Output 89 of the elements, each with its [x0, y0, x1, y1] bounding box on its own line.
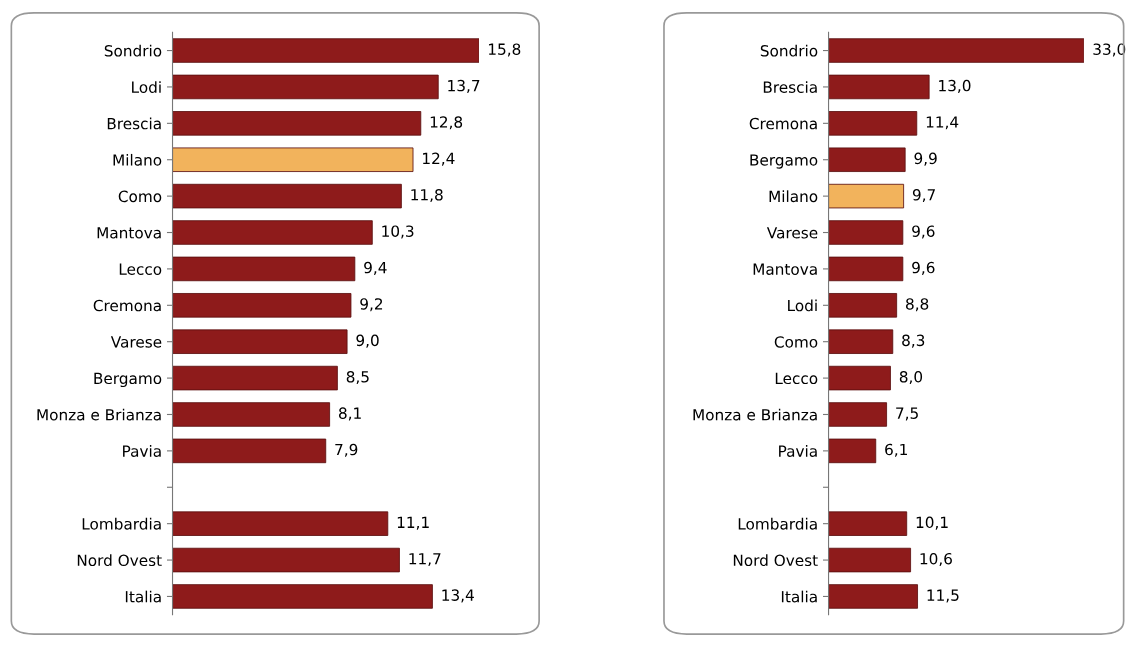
bar [172, 220, 373, 245]
y-tick-label: Lodi [132, 81, 161, 93]
bar [828, 183, 905, 209]
y-tick-label: Sondrio [760, 44, 818, 57]
bar [172, 256, 356, 282]
data-label: 12,4 [423, 152, 455, 166]
bar [828, 147, 906, 172]
data-label: 9,4 [364, 261, 387, 275]
data-label: 11,4 [926, 116, 959, 130]
data-label: 11,5 [927, 589, 959, 603]
bar [828, 256, 904, 282]
y-tick-label: Monza e Brianza [693, 408, 817, 421]
bar [828, 584, 918, 609]
y-tick-label: Italia [125, 590, 161, 603]
y-tick-label: Milano [113, 153, 162, 166]
bar [172, 438, 327, 464]
data-label: 10,6 [920, 552, 952, 567]
y-tick-label: Varese [766, 227, 818, 239]
bar [828, 438, 877, 464]
data-label: 11,8 [411, 189, 443, 203]
y-tick-label: Mantova [97, 227, 161, 239]
data-label: 13,7 [448, 79, 480, 93]
bar [828, 329, 894, 354]
y-tick-label: Italia [781, 590, 817, 603]
data-label: 9,2 [360, 298, 383, 312]
bar [828, 38, 1084, 63]
data-label: 13,0 [939, 79, 971, 93]
data-label: 9,0 [356, 334, 379, 348]
bar [828, 402, 888, 427]
data-label: 12,8 [430, 116, 463, 130]
data-label: 6,1 [885, 443, 907, 457]
bar [172, 365, 338, 391]
y-tick-label: Varese [110, 336, 162, 348]
data-label: 9,7 [912, 189, 935, 203]
bar [828, 365, 891, 391]
y-tick-label: Sondrio [104, 44, 162, 57]
bar [172, 511, 389, 536]
y-tick-label: Nord Ovest [733, 554, 818, 567]
y-tick-label: Brescia [107, 117, 161, 130]
bar [172, 183, 402, 209]
y-tick-label: Lecco [775, 372, 818, 385]
bar [828, 293, 898, 318]
y-tick-label: Lodi [788, 299, 817, 312]
data-label: 10,1 [916, 516, 948, 530]
bar [828, 220, 904, 245]
data-label: 10,3 [382, 225, 414, 239]
bar [828, 111, 918, 136]
data-label: 8,8 [906, 298, 929, 312]
bar [172, 329, 348, 354]
y-tick-label: Pavia [779, 445, 817, 457]
bar [172, 547, 400, 573]
bar [172, 111, 422, 136]
y-tick-label: Mantova [753, 263, 817, 275]
data-label: 7,5 [896, 407, 918, 421]
y-tick-label: Milano [769, 190, 818, 203]
y-tick-label: Como [118, 190, 162, 203]
y-tick-label: Bergamo [750, 154, 818, 169]
y-tick-label: Cremona [749, 117, 817, 130]
data-label: 7,9 [335, 443, 358, 457]
y-tick-label: Brescia [763, 81, 817, 93]
bar [172, 293, 352, 318]
y-tick-label: Lombardia [82, 517, 161, 530]
data-label: 8,5 [346, 370, 369, 385]
data-label: 9,6 [912, 261, 935, 275]
y-tick-label: Bergamo [94, 372, 162, 388]
y-tick-label: Lombardia [738, 517, 817, 530]
data-label: 9,6 [912, 225, 935, 239]
data-label: 11,1 [397, 516, 429, 530]
data-label: 11,7 [409, 553, 441, 567]
bar [828, 74, 930, 100]
data-label: 13,4 [442, 589, 474, 603]
bar [172, 584, 433, 609]
bar [172, 147, 414, 172]
y-tick-label: Monza e Brianza [37, 408, 161, 421]
bar [172, 74, 439, 100]
y-tick-label: Nord Ovest [77, 554, 162, 567]
bar [172, 38, 479, 63]
data-label: 15,8 [488, 43, 521, 57]
data-label: 9,9 [914, 152, 937, 166]
bar [828, 511, 908, 536]
data-label: 8,3 [902, 334, 925, 348]
y-tick-label: Lecco [119, 263, 162, 275]
y-tick-label: Pavia [123, 445, 161, 457]
data-label: 8,1 [338, 407, 361, 421]
bar [172, 402, 331, 427]
y-tick-label: Como [774, 336, 818, 348]
bar [828, 547, 911, 573]
y-tick-label: Cremona [93, 299, 161, 312]
data-label: 8,0 [899, 370, 923, 385]
